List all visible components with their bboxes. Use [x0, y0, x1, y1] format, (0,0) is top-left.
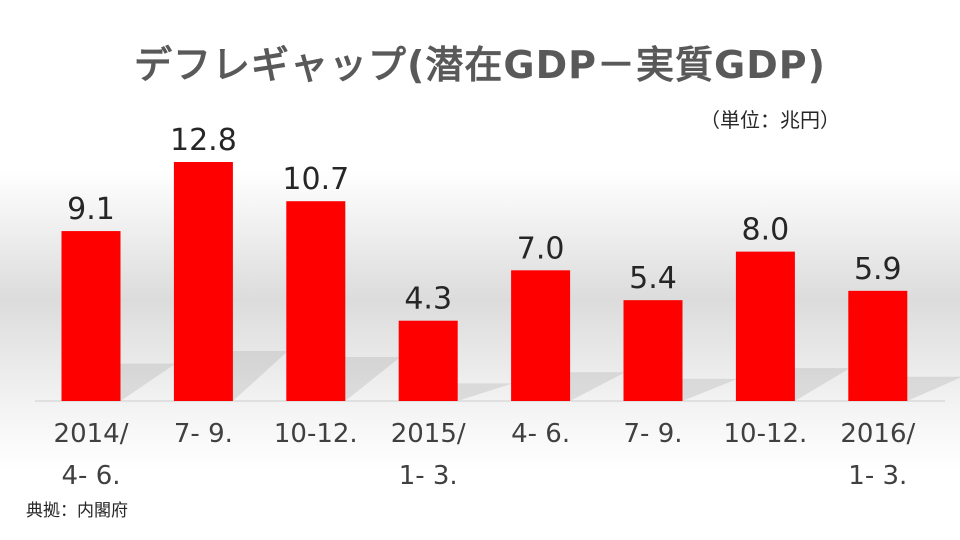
category-labels-group: 2014/4- 6. 7- 9. 10-12. 2015/1- 3. 4- 6. 7- 9…: [54, 419, 916, 491]
x-tick-label: 2016/: [840, 419, 915, 449]
bar: [848, 290, 908, 401]
bar: [511, 270, 571, 401]
x-tick-label: 2015/: [391, 419, 466, 449]
bar: [398, 320, 458, 401]
data-label: 10.7: [282, 162, 349, 197]
x-tick-label: 7- 9.: [624, 419, 683, 449]
unit-label: （単位：兆円）: [700, 108, 840, 132]
source-note: 典拠：内閣府: [26, 501, 128, 521]
x-tick-label: 10-12.: [723, 419, 807, 449]
x-tick-label: 2014/: [54, 419, 129, 449]
bar: [735, 251, 795, 401]
x-tick-label: 1- 3.: [848, 461, 907, 491]
bar: [286, 201, 346, 401]
bar: [173, 162, 233, 401]
x-tick-label: 1- 3.: [399, 461, 458, 491]
chart-title: デフレギャップ(潜在GDP－実質GDP): [134, 43, 826, 87]
data-label: 5.4: [629, 261, 677, 296]
data-label: 4.3: [404, 282, 452, 317]
data-label: 12.8: [170, 123, 237, 158]
x-tick-label: 7- 9.: [174, 419, 233, 449]
bars-group: [61, 162, 908, 401]
x-tick-label: 4- 6.: [62, 461, 121, 491]
data-label: 7.0: [517, 231, 565, 266]
x-tick-label: 4- 6.: [511, 419, 570, 449]
x-tick-label: 10-12.: [274, 419, 358, 449]
value-labels-group: 9.1 12.8 10.7 4.3 7.0 5.4 8.0 5.9: [67, 123, 902, 317]
data-label: 8.0: [742, 213, 790, 248]
bar: [61, 231, 121, 401]
data-label: 9.1: [67, 192, 115, 227]
data-label: 5.9: [854, 252, 902, 287]
bar: [623, 300, 683, 401]
